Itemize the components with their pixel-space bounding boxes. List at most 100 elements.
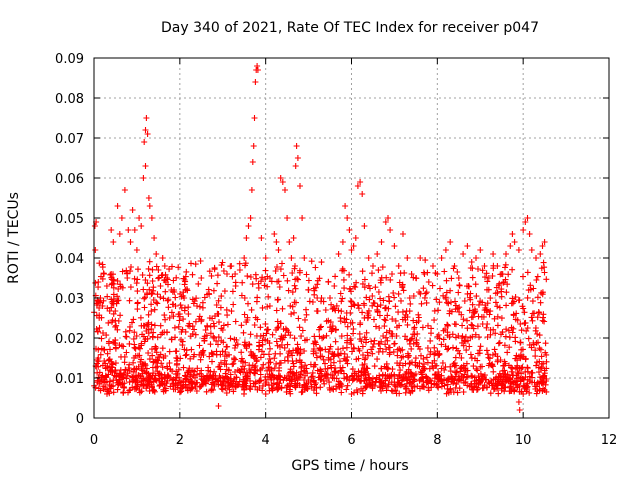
data-point xyxy=(399,283,406,289)
data-point xyxy=(337,290,344,297)
data-point xyxy=(117,312,124,319)
data-point xyxy=(380,297,387,304)
data-point xyxy=(520,227,527,233)
data-point xyxy=(444,346,451,353)
data-point xyxy=(402,333,409,340)
data-point xyxy=(229,288,236,295)
data-point xyxy=(361,368,368,375)
data-point xyxy=(286,377,293,384)
data-point xyxy=(198,367,205,374)
data-point xyxy=(287,366,294,373)
data-point xyxy=(498,286,505,293)
y-tick-label: 0.06 xyxy=(55,172,84,187)
data-point xyxy=(501,384,508,391)
data-point xyxy=(389,316,396,323)
data-point xyxy=(164,329,171,336)
data-point xyxy=(215,334,222,340)
data-point xyxy=(145,350,152,356)
data-point xyxy=(256,378,262,385)
data-point xyxy=(215,311,222,317)
data-point xyxy=(341,285,348,292)
data-point xyxy=(248,187,255,193)
data-point xyxy=(202,380,209,387)
data-point xyxy=(274,324,281,331)
data-point xyxy=(412,355,419,362)
data-point xyxy=(394,352,401,359)
data-point xyxy=(421,384,428,391)
data-point xyxy=(541,318,548,325)
data-point xyxy=(501,362,508,369)
data-point xyxy=(294,350,301,357)
data-point xyxy=(124,270,130,277)
data-point xyxy=(111,339,118,346)
data-point xyxy=(405,352,412,359)
data-point xyxy=(125,227,132,233)
data-point xyxy=(282,187,288,193)
data-point xyxy=(187,333,194,340)
data-point xyxy=(236,267,243,273)
data-point xyxy=(133,385,140,392)
data-point xyxy=(167,366,174,373)
data-point xyxy=(207,341,214,348)
data-point xyxy=(508,368,515,375)
data-point xyxy=(218,337,225,344)
data-point xyxy=(349,373,355,380)
data-point xyxy=(305,379,312,385)
data-point xyxy=(256,342,263,349)
data-point xyxy=(381,316,388,323)
data-point xyxy=(378,387,384,394)
data-point xyxy=(418,352,424,359)
data-point xyxy=(396,371,403,378)
data-point xyxy=(185,311,192,317)
data-point xyxy=(423,379,430,386)
data-point xyxy=(389,271,395,277)
data-point xyxy=(154,334,161,341)
data-point xyxy=(112,344,119,351)
data-point xyxy=(293,143,300,149)
data-point xyxy=(184,376,191,383)
data-point xyxy=(134,276,141,283)
data-point xyxy=(362,375,369,382)
data-point xyxy=(135,372,142,379)
data-point xyxy=(441,382,448,389)
data-point xyxy=(108,296,115,303)
data-point xyxy=(415,343,422,350)
data-point xyxy=(142,127,149,133)
y-tick-label: 0.04 xyxy=(55,252,84,267)
data-point xyxy=(392,383,399,390)
data-point xyxy=(537,346,544,353)
data-point xyxy=(126,340,133,347)
data-point xyxy=(340,276,347,283)
data-point xyxy=(380,333,387,339)
data-point xyxy=(385,215,391,221)
data-point xyxy=(364,349,371,356)
data-point xyxy=(522,219,529,225)
data-point xyxy=(418,300,425,307)
data-point xyxy=(264,303,271,310)
data-point xyxy=(292,285,299,292)
data-point xyxy=(429,360,436,367)
data-point xyxy=(420,355,427,362)
data-point xyxy=(301,386,308,393)
data-point xyxy=(162,353,169,359)
data-point xyxy=(391,379,398,385)
data-point xyxy=(250,354,257,360)
data-point xyxy=(305,287,312,293)
data-point xyxy=(118,353,124,360)
data-point xyxy=(496,339,503,346)
data-point xyxy=(131,329,138,336)
data-point xyxy=(117,370,124,377)
data-point xyxy=(127,284,134,291)
data-point xyxy=(131,275,138,282)
data-point xyxy=(298,333,305,340)
data-point xyxy=(427,337,434,344)
y-tick-label: 0.02 xyxy=(55,332,84,347)
data-point xyxy=(353,279,360,286)
data-point xyxy=(464,373,471,380)
data-point xyxy=(366,296,373,303)
data-point xyxy=(153,251,160,257)
data-point xyxy=(107,271,114,278)
data-point xyxy=(438,372,445,379)
data-point xyxy=(523,327,530,334)
